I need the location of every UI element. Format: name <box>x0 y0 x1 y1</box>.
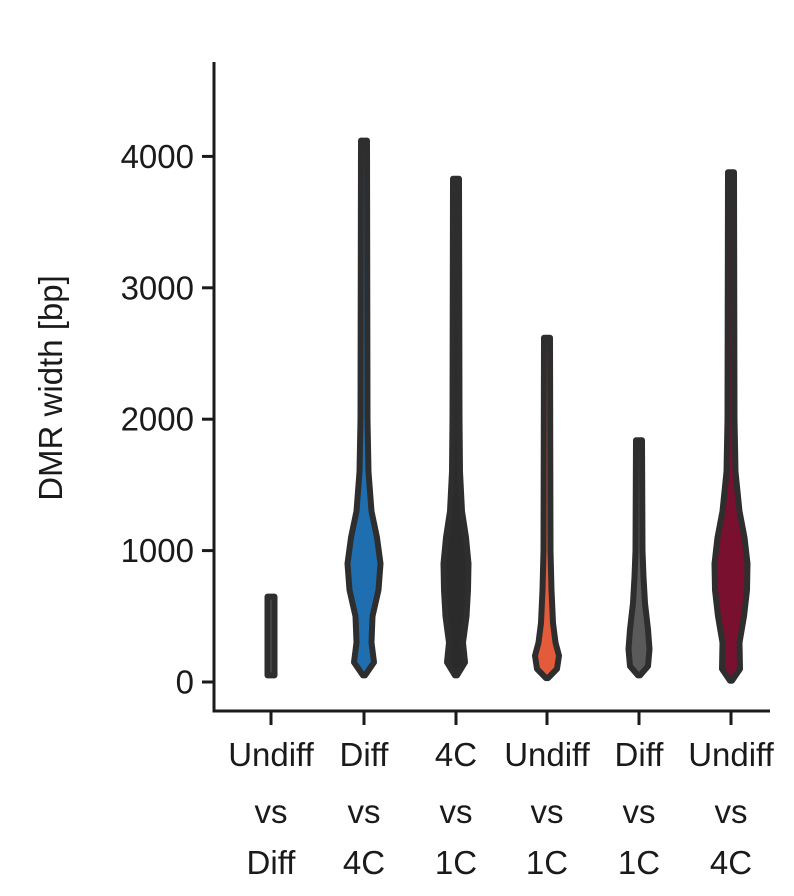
y-axis-label: DMR width [bp] <box>32 275 69 501</box>
violin-2 <box>440 175 472 679</box>
violin-0 <box>264 593 278 679</box>
x-tick-label: Diff <box>615 736 665 773</box>
violin-4 <box>625 437 653 679</box>
violins <box>264 137 751 684</box>
y-tick-label: 2000 <box>121 401 194 438</box>
x-ticks: Undiff vs Diff Diff vs 4C 4C vs 1C Undiff vs 1C Diff… <box>228 711 775 881</box>
x-tick-label: Diff <box>247 844 297 881</box>
x-tick-label: Undiff <box>228 736 314 773</box>
x-tick-label: 1C <box>618 844 660 881</box>
violin-5 <box>711 169 751 684</box>
x-tick-label: Undiff <box>504 736 590 773</box>
x-tick-label: 1C <box>435 844 477 881</box>
violin-1 <box>344 137 384 679</box>
y-tick-label: 4000 <box>121 138 194 175</box>
x-tick-label: 1C <box>526 844 568 881</box>
x-tick-label: vs <box>531 793 564 830</box>
x-tick-label: 4C <box>343 844 385 881</box>
x-tick-label: Undiff <box>688 736 774 773</box>
x-tick-label: 4C <box>710 844 752 881</box>
x-tick-label: vs <box>348 793 381 830</box>
axes <box>212 62 770 713</box>
x-tick-label: Diff <box>340 736 390 773</box>
y-ticks: 0 1000 2000 3000 4000 <box>121 138 214 701</box>
x-tick-label: vs <box>255 793 288 830</box>
y-tick-label: 3000 <box>121 269 194 306</box>
x-tick-label: vs <box>440 793 473 830</box>
x-tick-label: vs <box>715 793 748 830</box>
x-tick-label: 4C <box>435 736 477 773</box>
violin-3 <box>532 334 562 682</box>
y-tick-label: 0 <box>176 664 194 701</box>
x-tick-label: vs <box>623 793 656 830</box>
y-tick-label: 1000 <box>121 532 194 569</box>
